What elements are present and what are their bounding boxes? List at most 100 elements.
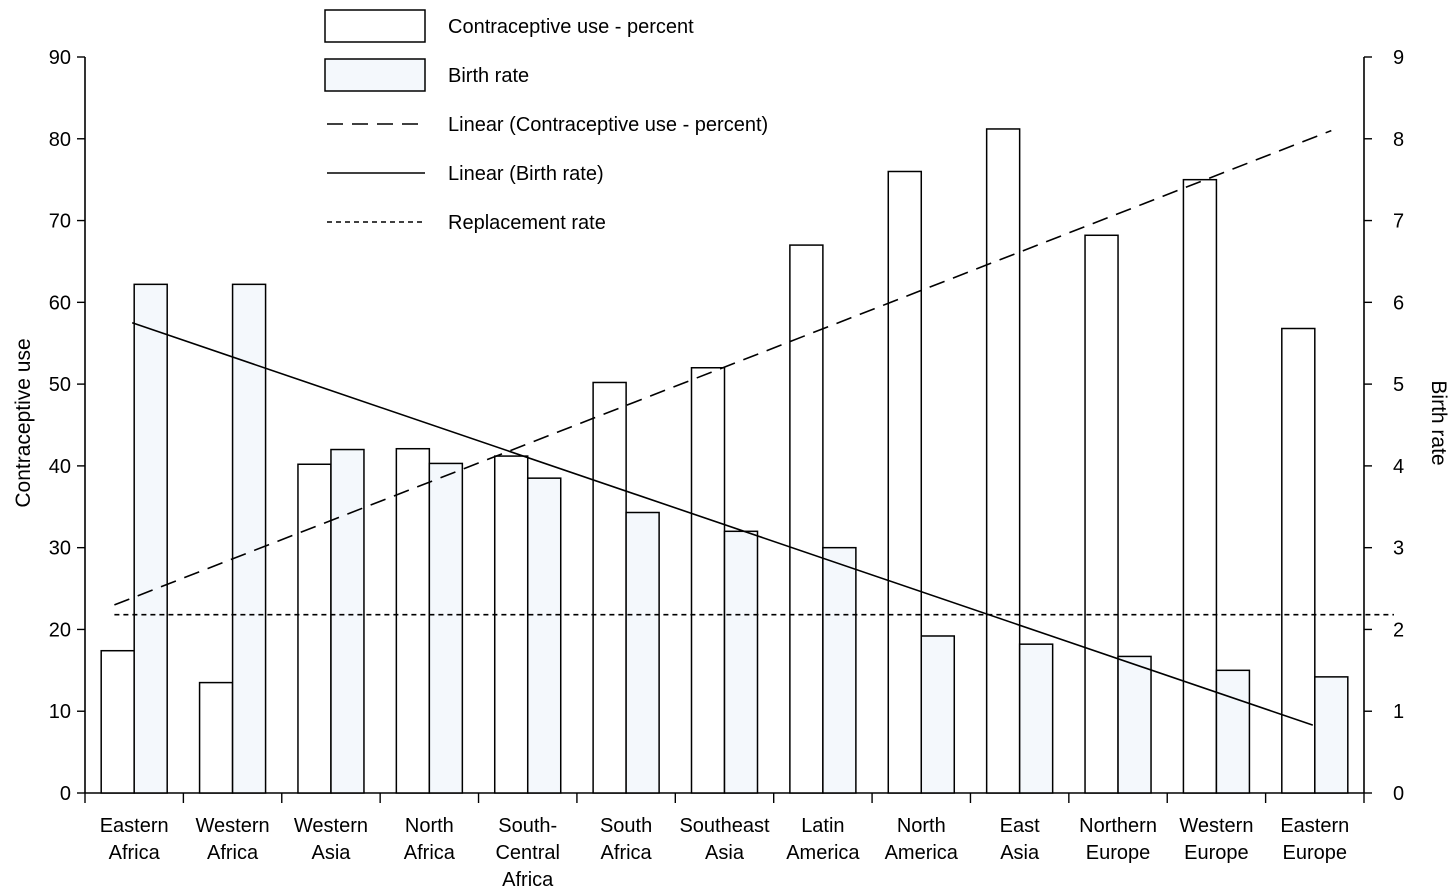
legend-label: Linear (Contraceptive use - percent) (448, 114, 768, 136)
bar-birth-rate (723, 530, 759, 794)
trendline-contraceptive-use (114, 129, 1332, 606)
y2-tick-label: 1 (1393, 701, 1404, 723)
x-tick-label-line: South- (498, 815, 557, 837)
x-tick-label-line: America (885, 842, 959, 864)
bar-birth-rate (1314, 676, 1349, 794)
bar-contraceptive-use (100, 649, 135, 794)
x-tick-label-line: Eastern (100, 815, 169, 837)
bar-contraceptive-use (592, 381, 627, 794)
legend-label: Linear (Birth rate) (448, 163, 604, 185)
bar-birth-rate (428, 462, 464, 794)
x-tick-label: East Asia (1000, 815, 1040, 864)
bar-contraceptive-use (493, 455, 529, 794)
x-tick-label: Western Asia (294, 815, 368, 864)
bar-birth-rate (920, 635, 956, 794)
legend-label: Birth rate (448, 65, 529, 87)
y-tick-label: 50 (49, 374, 71, 396)
y2-tick-label: 2 (1393, 619, 1404, 641)
x-tick-label-line: Europe (1283, 842, 1348, 864)
y-tick-label: 60 (49, 292, 71, 314)
bar-contraceptive-use (985, 128, 1021, 794)
y-tick-label: 20 (49, 619, 71, 641)
legend-swatch (324, 9, 426, 43)
x-tick-label-line: North (897, 815, 946, 837)
x-tick-label: Western Europe (1179, 815, 1253, 864)
x-tick-label-line: South (600, 815, 652, 837)
x-tick-label-line: Western (294, 815, 368, 837)
x-tick-label-line: Asia (312, 842, 352, 864)
bar-birth-rate (1117, 655, 1152, 794)
x-tick-label: North Africa (404, 815, 456, 864)
bar-birth-rate (625, 511, 660, 794)
x-tick-label-line: Europe (1086, 842, 1151, 864)
bar-birth-rate (133, 283, 168, 794)
y-tick-label: 0 (60, 783, 71, 805)
bar-birth-rate (1215, 669, 1251, 794)
x-tick-label-line: Africa (207, 842, 259, 864)
y2-axis-label: Birth rate (1427, 380, 1450, 465)
bar-contraceptive-use (1281, 327, 1316, 794)
bar-contraceptive-use (395, 447, 431, 794)
x-tick-label-line: Southeast (679, 815, 770, 837)
y2-tick-label: 0 (1393, 783, 1404, 805)
bar-contraceptive-use (789, 244, 824, 794)
bar-contraceptive-use (887, 170, 923, 794)
bar-birth-rate (526, 477, 562, 794)
y2-tick-label: 8 (1393, 129, 1404, 151)
x-tick-label-line: Asia (1000, 842, 1040, 864)
x-tick-label: Eastern Europe (1280, 815, 1349, 864)
bar-birth-rate (231, 283, 267, 794)
x-tick-label-line: Western (196, 815, 270, 837)
y-tick-label: 70 (49, 211, 71, 233)
x-tick-label: Eastern Africa (100, 815, 169, 864)
x-tick-label-line: Latin (801, 815, 844, 837)
bar-birth-rate (330, 448, 365, 794)
legend-swatch (324, 58, 426, 92)
bar-contraceptive-use (297, 463, 332, 794)
bar-birth-rate (822, 546, 857, 794)
y2-tick-label: 6 (1393, 292, 1404, 314)
y-tick-label: 30 (49, 538, 71, 560)
x-tick-label: South- Central Africa (495, 815, 559, 891)
y2-tick-label: 3 (1393, 538, 1404, 560)
bar-contraceptive-use (1084, 234, 1119, 794)
x-tick-label-line: North (405, 815, 454, 837)
x-tick-label: Latin America (786, 815, 860, 864)
x-tick-label-line: East (1000, 815, 1040, 837)
x-tick-label-line: Europe (1184, 842, 1249, 864)
y-tick-label: 80 (49, 129, 71, 151)
trendline-birth-rate (131, 322, 1314, 726)
x-tick-label: North America (885, 815, 959, 864)
y2-tick-label: 4 (1393, 456, 1404, 478)
bar-contraceptive-use (198, 681, 234, 794)
x-tick-label-line: Africa (109, 842, 161, 864)
legend-label: Contraceptive use - percent (448, 16, 694, 38)
legend: Contraceptive use - percent Birth rate Lin… (324, 9, 768, 234)
legend-item: Birth rate (324, 58, 529, 92)
legend-item: Contraceptive use - percent (324, 9, 694, 43)
legend-item: Linear (Birth rate) (327, 163, 604, 185)
y-tick-label: 10 (49, 701, 71, 723)
y-tick-label: 40 (49, 456, 71, 478)
x-tick-label-line: Asia (705, 842, 745, 864)
x-tick-label: Western Africa (196, 815, 270, 864)
x-tick-label: Northern Europe (1079, 815, 1157, 864)
x-tick-label-line: Central (495, 842, 559, 864)
y2-tick-label: 5 (1393, 374, 1404, 396)
legend-item: Replacement rate (327, 212, 606, 234)
x-tick-label: Southeast Asia (679, 815, 770, 864)
y-tick-label: 90 (49, 47, 71, 69)
y-axis-label: Contraceptive use (12, 338, 35, 507)
x-tick-labels: Eastern Africa Western Africa Western Asia Nor… (100, 815, 1350, 891)
x-tick-label-line: Africa (601, 842, 653, 864)
y2-tick-label: 9 (1393, 47, 1404, 69)
x-tick-label-line: Eastern (1280, 815, 1349, 837)
bar-contraceptive-use (1182, 178, 1218, 794)
bar-birth-rate (1018, 643, 1054, 794)
trend-lines (114, 129, 1394, 726)
legend-item: Linear (Contraceptive use - percent) (327, 114, 768, 136)
x-tick-label-line: Africa (404, 842, 456, 864)
x-tick-label-line: Northern (1079, 815, 1157, 837)
x-tick-label-line: America (786, 842, 860, 864)
